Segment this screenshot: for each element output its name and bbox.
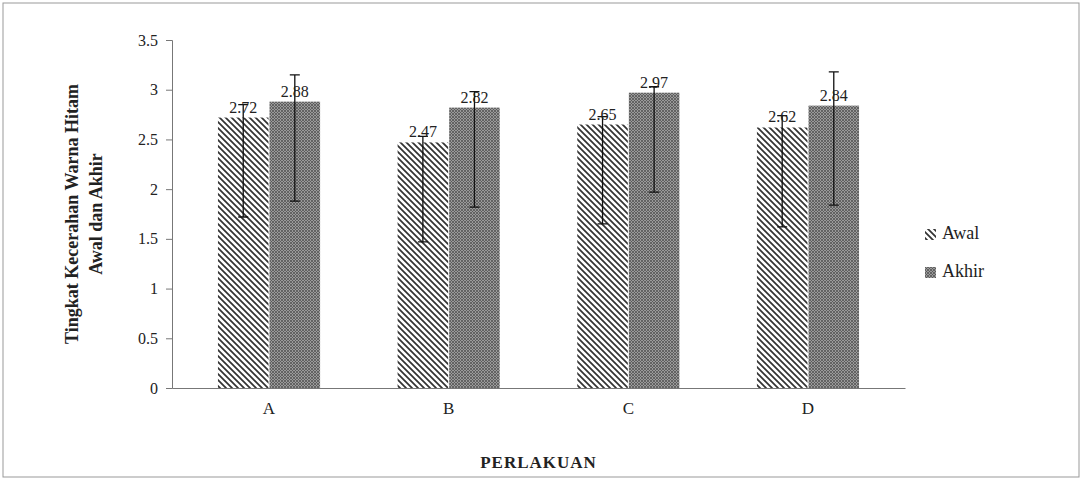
y-tick-label: 0.5 — [138, 330, 158, 347]
legend-swatch — [925, 229, 936, 240]
chart-svg: 0 0.5 1 1.5 2 2.5 3 3.5 A B C D 2.72 2.47 2.65 2.62 2.88… — [0, 0, 1082, 480]
y-tick-label: 3.5 — [138, 32, 158, 49]
y-axis-title: Awal dan Akhir — [86, 153, 106, 275]
y-axis-title: Tingkat Kecerahan Warna Hitam — [62, 84, 82, 344]
error-bar — [469, 92, 479, 207]
x-axis-title: PERLAKUAN — [480, 453, 597, 472]
x-tick-label: B — [443, 399, 454, 418]
legend-label: Awal — [942, 223, 979, 243]
y-axis: 0 0.5 1 1.5 2 2.5 3 3.5 — [138, 32, 173, 397]
error-bar — [598, 117, 608, 224]
y-tick-mark — [166, 239, 172, 240]
data-label: 2.88 — [281, 83, 309, 100]
error-bar — [238, 105, 248, 217]
x-tick-label: D — [802, 399, 814, 418]
y-tick-label: 3 — [150, 81, 158, 98]
y-tick-mark — [166, 189, 172, 190]
data-label: 2.65 — [589, 106, 617, 123]
error-bars — [290, 72, 839, 207]
data-label: 2.62 — [768, 108, 796, 125]
x-tick-label: C — [623, 399, 634, 418]
plot-marks — [218, 72, 859, 388]
y-tick-label: 0 — [150, 380, 158, 397]
y-tick-mark — [166, 289, 172, 290]
y-tick-label: 1 — [150, 280, 158, 297]
y-tick-mark — [166, 90, 172, 91]
y-tick: 0.5 — [138, 330, 172, 347]
y-tick-mark — [166, 139, 172, 140]
y-tick-mark — [166, 40, 172, 41]
data-label: 2.84 — [820, 87, 848, 104]
y-tick-label: 1.5 — [138, 230, 158, 247]
chart-frame — [3, 3, 1079, 477]
y-tick: 2 — [150, 181, 172, 198]
x-axis: A B C D — [173, 388, 906, 418]
data-label: 2.72 — [229, 99, 257, 116]
error-bar — [418, 136, 428, 241]
error-bar — [649, 87, 659, 192]
data-label: 2.82 — [460, 89, 488, 106]
legend-item: Akhir — [925, 261, 984, 281]
data-label: 2.47 — [409, 123, 437, 140]
legend-item: Awal — [925, 223, 979, 243]
y-tick-mark — [166, 338, 172, 339]
legend: Awal Akhir — [925, 223, 984, 281]
y-tick: 3 — [150, 81, 172, 98]
y-tick: 0 — [150, 380, 172, 397]
data-label: 2.97 — [640, 74, 668, 91]
y-tick: 2.5 — [138, 131, 172, 148]
error-bar — [777, 116, 787, 227]
data-labels: 2.72 2.47 2.65 2.62 2.88 2.82 2.97 2.84 — [229, 74, 848, 141]
y-tick-label: 2.5 — [138, 131, 158, 148]
y-tick-label: 2 — [150, 181, 158, 198]
bar-series — [270, 93, 860, 388]
y-tick: 3.5 — [138, 32, 172, 49]
x-tick: A — [263, 388, 276, 418]
x-axis-line — [173, 388, 906, 389]
y-tick: 1 — [150, 280, 172, 297]
x-tick: D — [802, 388, 814, 418]
x-tick-label: A — [263, 399, 276, 418]
x-tick: C — [623, 388, 634, 418]
y-tick: 1.5 — [138, 230, 172, 247]
error-bars — [238, 105, 787, 242]
x-tick: B — [443, 388, 454, 418]
y-axis-line — [166, 41, 173, 389]
legend-swatch — [925, 267, 936, 278]
legend-label: Akhir — [942, 261, 984, 281]
y-tick-mark — [166, 388, 172, 389]
